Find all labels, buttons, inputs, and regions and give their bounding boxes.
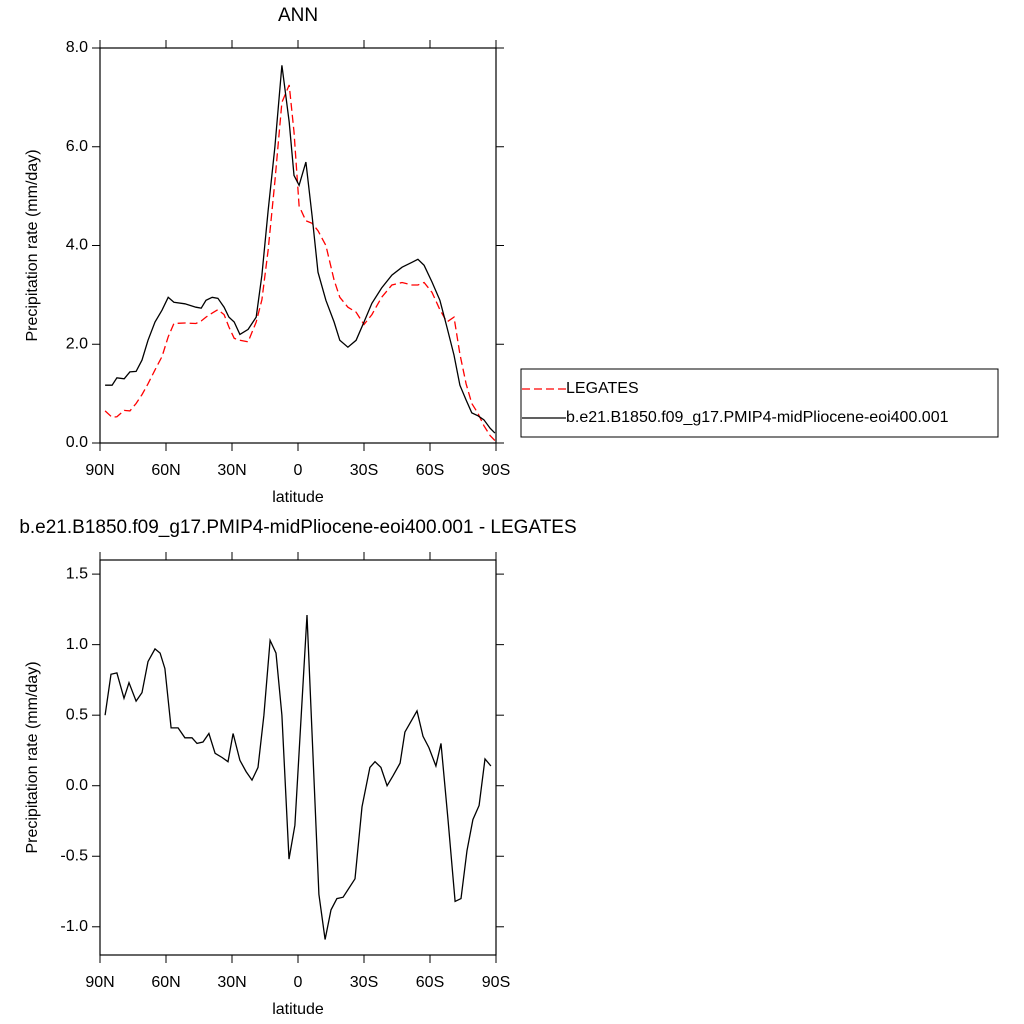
x-tick-label: 90S xyxy=(482,462,510,479)
data-line xyxy=(104,614,492,940)
data-line xyxy=(105,65,496,434)
x-tick-label: 90S xyxy=(482,974,510,991)
x-tick-label: 90N xyxy=(85,974,114,991)
legend-label: b.e21.B1850.f09_g17.PMIP4-midPliocene-eo… xyxy=(566,409,949,426)
x-tick-label: 30S xyxy=(350,462,378,479)
x-tick-label: 0 xyxy=(294,974,303,991)
y-axis-title: Precipitation rate (mm/day) xyxy=(24,149,41,341)
chart-title: b.e21.B1850.f09_g17.PMIP4-midPliocene-eo… xyxy=(19,517,576,538)
y-tick-label: 0.0 xyxy=(66,777,88,794)
y-tick-label: 0.5 xyxy=(66,706,88,723)
plot-frame xyxy=(99,559,497,956)
x-tick-label: 60S xyxy=(416,974,444,991)
x-tick-label: 60N xyxy=(151,462,180,479)
y-tick-label: -0.5 xyxy=(60,847,88,864)
y-tick-label: 0.0 xyxy=(66,434,88,451)
y-tick-label: 2.0 xyxy=(66,335,88,352)
x-axis-title: latitude xyxy=(272,489,324,506)
data-line xyxy=(104,84,496,441)
y-tick-label: 6.0 xyxy=(66,138,88,155)
y-tick-label: -1.0 xyxy=(60,918,88,935)
x-tick-label: 30N xyxy=(217,462,246,479)
legend-box xyxy=(520,368,999,438)
y-tick-label: 1.0 xyxy=(66,636,88,653)
chart-title: ANN xyxy=(278,5,318,26)
x-tick-label: 60S xyxy=(416,462,444,479)
x-tick-label: 60N xyxy=(151,974,180,991)
x-tick-label: 30N xyxy=(217,974,246,991)
plot-frame xyxy=(99,47,497,444)
y-axis-title: Precipitation rate (mm/day) xyxy=(24,661,41,853)
x-tick-label: 30S xyxy=(350,974,378,991)
y-tick-label: 4.0 xyxy=(66,237,88,254)
y-tick-label: 8.0 xyxy=(66,39,88,56)
y-tick-label: 1.5 xyxy=(66,565,88,582)
x-tick-label: 0 xyxy=(294,462,303,479)
legend-label: LEGATES xyxy=(566,380,639,397)
x-axis-title: latitude xyxy=(272,1001,324,1018)
x-tick-label: 90N xyxy=(85,462,114,479)
